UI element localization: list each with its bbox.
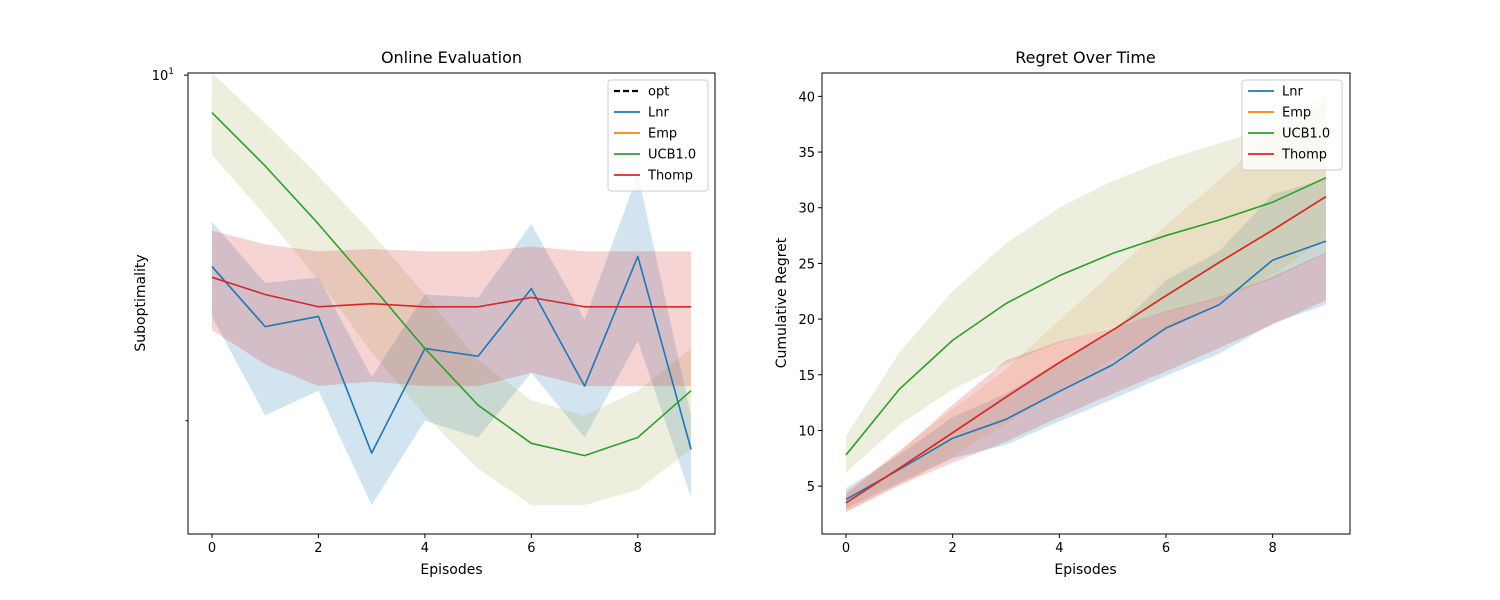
- series-line-lnr: [845, 240, 1327, 501]
- band-emp: [846, 93, 1326, 513]
- legend-item-ucb1-0: UCB1.0: [614, 148, 696, 163]
- legend-box: [1241, 79, 1343, 171]
- legend-item-emp: Emp: [1248, 106, 1311, 121]
- y-tick-label: 101: [152, 67, 174, 84]
- band-lnr: [846, 178, 1326, 509]
- band-lnr: [211, 174, 692, 506]
- y-tick-label: 15: [798, 369, 815, 384]
- y-tick-label: 10: [798, 424, 815, 439]
- band-thomp: [211, 230, 692, 387]
- legend-label: Lnr: [648, 106, 669, 121]
- series-line-ucb1-0: [845, 176, 1327, 456]
- legend-label: Thomp: [647, 169, 693, 184]
- legend-item-ucb1-0: UCB1.0: [1248, 127, 1330, 142]
- band-ucb1-0: [211, 73, 692, 506]
- legend: Lnr Emp UCB1.0 Thomp: [1241, 79, 1343, 171]
- legend-item-lnr: Lnr: [1248, 85, 1303, 100]
- x-tick-label: 6: [1162, 541, 1170, 556]
- x-tick-label: 4: [1055, 541, 1063, 556]
- plot-area: [845, 93, 1327, 513]
- legend: opt Lnr Emp UCB1.0 Thomp: [607, 79, 709, 192]
- band-ucb1-0: [846, 101, 1326, 473]
- legend-item-emp: Emp: [614, 127, 677, 142]
- x-tick-label: 8: [634, 541, 642, 556]
- chart-title: Regret Over Time: [1015, 48, 1156, 67]
- legend-item-thomp: Thomp: [614, 169, 693, 184]
- band-thomp: [846, 252, 1326, 512]
- y-axis-label: Cumulative Regret: [774, 237, 790, 368]
- y-tick-label: 35: [798, 146, 815, 161]
- x-axis-label: Episodes: [420, 562, 482, 578]
- series-line-thomp: [211, 276, 692, 308]
- series-line-lnr: [211, 255, 692, 454]
- y-tick-label: 5: [807, 480, 815, 495]
- legend-label: Emp: [1282, 106, 1311, 121]
- axes-frame: [821, 72, 1351, 535]
- x-tick-label: 0: [208, 541, 216, 556]
- axes-frame: [187, 72, 716, 535]
- x-tick-label: 6: [527, 541, 535, 556]
- y-tick-label: 25: [798, 257, 815, 272]
- y-axis-label: Suboptimality: [133, 254, 149, 351]
- x-axis-label: Episodes: [1054, 562, 1116, 578]
- chart-title: Online Evaluation: [381, 48, 522, 67]
- legend-box: [607, 79, 709, 192]
- legend-label: Lnr: [1282, 85, 1303, 100]
- x-tick-label: 8: [1269, 541, 1277, 556]
- legend-label: UCB1.0: [1282, 127, 1330, 142]
- y-tick-label: 20: [798, 313, 815, 328]
- x-tick-label: 2: [314, 541, 322, 556]
- legend-item-thomp: Thomp: [1248, 148, 1327, 163]
- legend-label: Thomp: [1281, 148, 1327, 163]
- legend-label: UCB1.0: [648, 148, 696, 163]
- legend-label: Emp: [648, 127, 677, 142]
- x-tick-label: 0: [842, 541, 850, 556]
- legend-item-opt: opt: [614, 85, 669, 100]
- legend-label: opt: [648, 85, 669, 100]
- series-line-thomp: [845, 195, 1327, 504]
- x-tick-label: 4: [421, 541, 429, 556]
- plot-area: [211, 73, 692, 506]
- series-line-ucb1-0: [211, 112, 692, 457]
- chart-regret-over-time: Regret Over Time Episodes Cumulative Reg…: [774, 48, 1351, 578]
- legend-item-lnr: Lnr: [614, 106, 669, 121]
- chart-online-evaluation: Online Evaluation Episodes Suboptimality…: [133, 48, 716, 578]
- x-tick-label: 2: [949, 541, 957, 556]
- y-tick-label: 40: [798, 90, 815, 105]
- y-tick-label: 30: [798, 202, 815, 217]
